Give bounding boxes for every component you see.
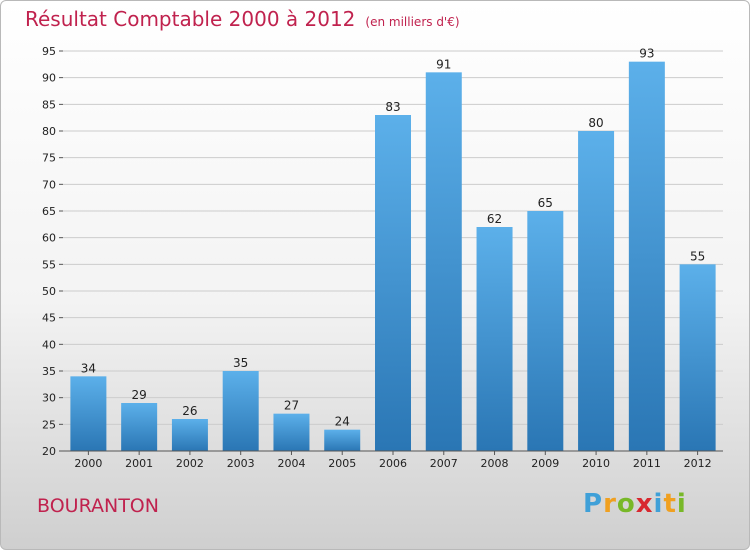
bar-2001 — [121, 403, 158, 451]
y-tick-label: 35 — [42, 365, 56, 378]
x-tick-label-2009: 2009 — [531, 457, 559, 470]
y-tick-label: 20 — [42, 445, 56, 458]
y-tick-label: 50 — [42, 285, 56, 298]
y-tick-label: 90 — [42, 72, 56, 85]
chart-title: Résultat Comptable 2000 à 2012 (en millie… — [25, 7, 460, 31]
bar-2006 — [375, 115, 411, 451]
x-tick-label-2010: 2010 — [582, 457, 610, 470]
bar-2004 — [273, 413, 310, 451]
value-label-2001: 29 — [132, 388, 147, 402]
bar-2009 — [527, 211, 564, 451]
x-axis-ticks: 2000 2001 2002 2003 2004 2005 2006 2007 2008 2009… — [74, 451, 712, 470]
x-tick-label-2006: 2006 — [379, 457, 407, 470]
y-tick-label: 75 — [42, 152, 56, 165]
x-tick-label-2004: 2004 — [277, 457, 305, 470]
x-tick-label-2012: 2012 — [684, 457, 712, 470]
value-label-2006: 83 — [385, 100, 400, 114]
bar-2002 — [171, 419, 208, 451]
value-label-2005: 24 — [335, 415, 350, 429]
value-label-2010: 80 — [588, 116, 603, 130]
value-label-2009: 65 — [538, 196, 553, 210]
y-tick-label: 25 — [42, 418, 56, 431]
bars — [70, 61, 716, 452]
x-tick-label-2007: 2007 — [430, 457, 458, 470]
bar-2005 — [324, 429, 361, 451]
y-tick-label: 40 — [42, 338, 56, 351]
value-label-2008: 62 — [487, 212, 502, 226]
bar-2000 — [70, 376, 107, 451]
value-labels: 34 29 26 35 27 24 83 91 62 65 80 93 55 — [81, 47, 706, 429]
x-tick-label-2003: 2003 — [227, 457, 255, 470]
bar-2008 — [476, 227, 513, 451]
x-tick-label-2008: 2008 — [481, 457, 509, 470]
y-tick-label: 45 — [42, 312, 56, 325]
bar-2012 — [679, 264, 716, 451]
logo-letter: r — [603, 489, 617, 519]
value-label-2002: 26 — [182, 404, 197, 418]
proxiti-logo[interactable]: Proxiti — [583, 489, 687, 519]
value-label-2007: 91 — [436, 57, 451, 71]
y-tick-label: 55 — [42, 258, 56, 271]
y-tick-label: 70 — [42, 178, 56, 191]
chart-title-text: Résultat Comptable 2000 à 2012 — [25, 7, 356, 31]
bar-2007 — [425, 72, 462, 451]
bar-2011 — [628, 61, 665, 452]
y-tick-label: 60 — [42, 232, 56, 245]
bar-2010 — [578, 131, 615, 451]
bar-2003 — [222, 371, 259, 451]
logo-letter: o — [616, 489, 636, 519]
x-tick-label-2000: 2000 — [74, 457, 102, 470]
logo-letter: x — [635, 489, 654, 519]
value-label-2000: 34 — [81, 361, 96, 375]
location-name: BOURANTON — [37, 495, 159, 517]
value-label-2003: 35 — [233, 356, 248, 370]
y-tick-label: 95 — [42, 45, 56, 58]
x-tick-label-2002: 2002 — [176, 457, 204, 470]
value-label-2011: 93 — [639, 47, 654, 61]
value-label-2012: 55 — [690, 249, 705, 263]
y-tick-label: 30 — [42, 392, 56, 405]
y-tick-label: 80 — [42, 125, 56, 138]
y-tick-label: 85 — [42, 98, 56, 111]
x-tick-label-2005: 2005 — [328, 457, 356, 470]
value-label-2004: 27 — [284, 399, 299, 413]
x-tick-label-2011: 2011 — [633, 457, 661, 470]
chart-subtitle: (en milliers d'€) — [365, 15, 460, 29]
logo-letter: P — [583, 489, 604, 519]
x-tick-label-2001: 2001 — [125, 457, 153, 470]
y-axis-ticks: 20 25 30 35 40 45 50 55 60 65 70 75 80 85 90 95 — [42, 45, 63, 458]
logo-letter: i — [676, 489, 687, 519]
logo-letter: i — [653, 489, 664, 519]
y-tick-label: 65 — [42, 205, 56, 218]
logo-letter: t — [663, 489, 677, 519]
